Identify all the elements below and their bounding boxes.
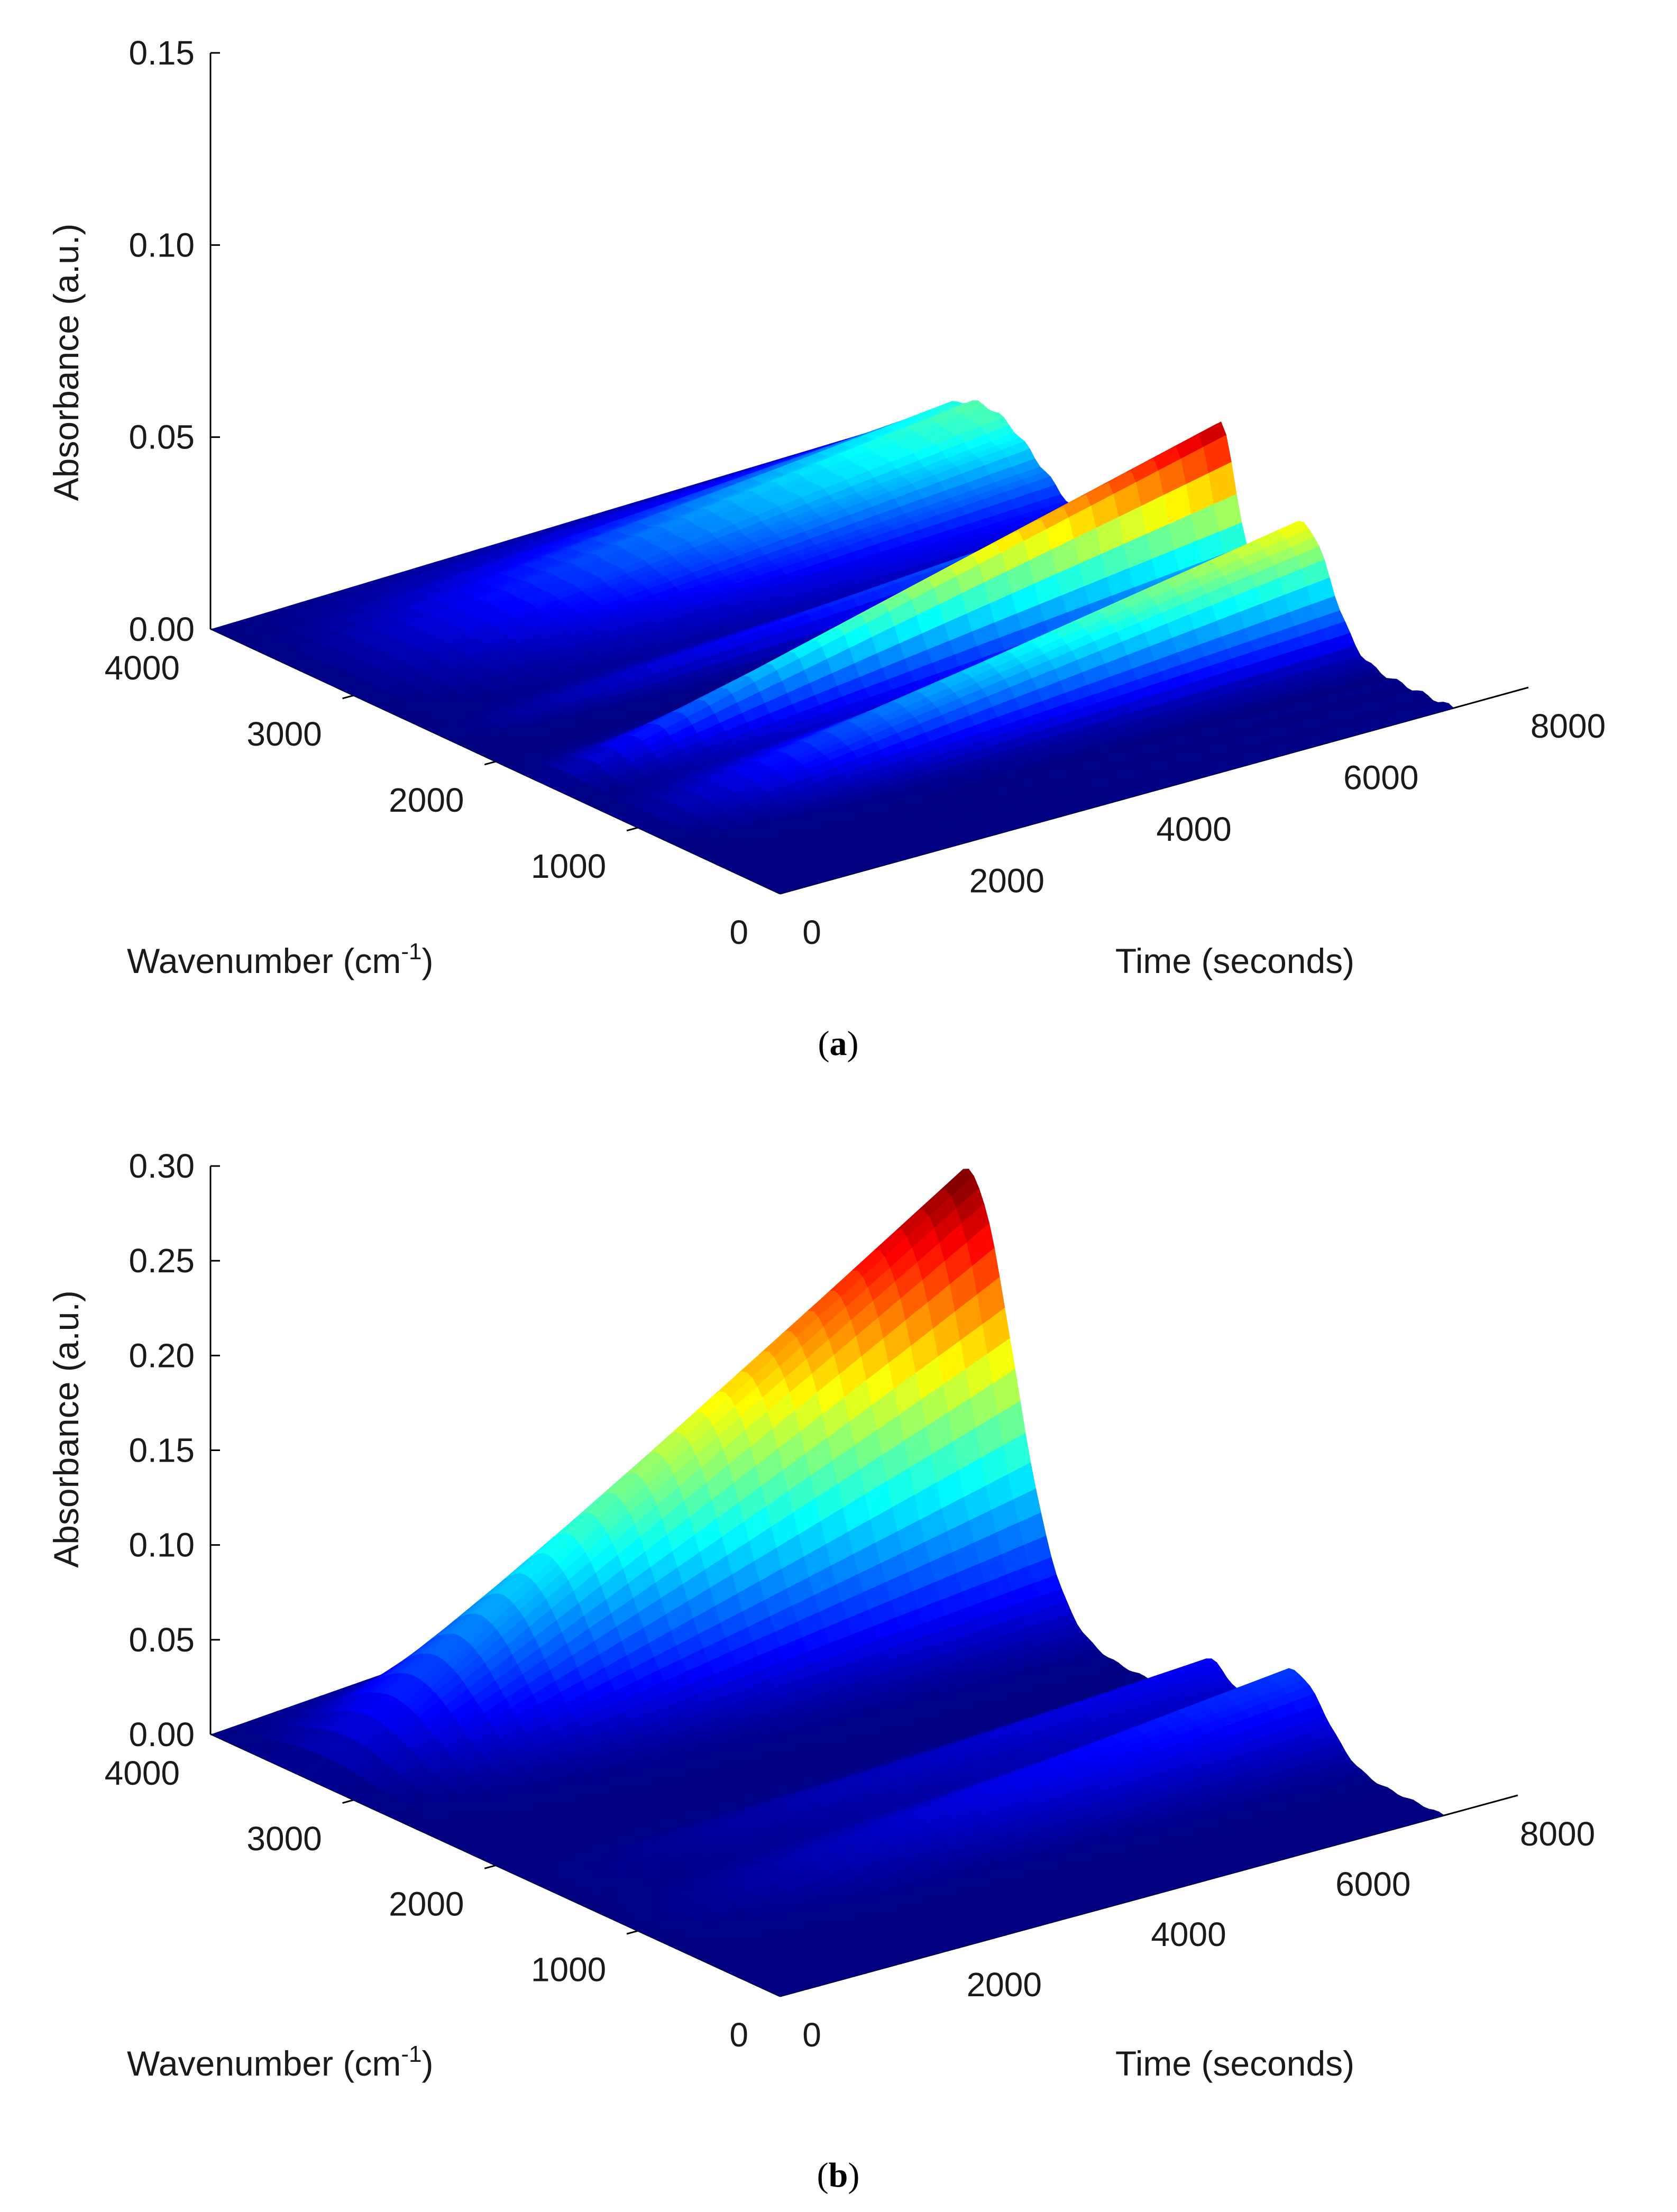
wavenumber-tick-label: 1000	[531, 847, 606, 885]
z-axis-label: Absorbance (a.u.)	[47, 1290, 86, 1568]
panel-caption-letter: b	[829, 2156, 848, 2195]
wavenumber-axis-label-sup: -1	[401, 2041, 421, 2067]
z-axis-label: Absorbance (a.u.)	[47, 224, 86, 501]
absorbance-surface	[210, 1168, 1445, 1997]
time-tick-label: 2000	[969, 862, 1044, 900]
time-tick-label: 0	[802, 913, 821, 951]
wavenumber-axis-label-main: Wavenumber (cm	[127, 2044, 401, 2083]
wavenumber-tick-label: 4000	[105, 1754, 180, 1792]
wavenumber-tick-mark	[342, 694, 354, 700]
wavenumber-tick-label: 1000	[531, 1950, 606, 1988]
time-tick-label: 8000	[1531, 707, 1606, 745]
time-axis-label: Time (seconds)	[1115, 2044, 1354, 2083]
z-tick-label: 0.25	[129, 1242, 195, 1280]
wavenumber-tick-label: 2000	[389, 1885, 464, 1923]
panel-caption: (b)	[817, 2156, 860, 2195]
z-tick-label: 0.10	[129, 226, 195, 264]
absorbance-surface	[210, 400, 1454, 894]
wavenumber-axis-label-tail: )	[421, 2044, 433, 2083]
time-tick-label: 8000	[1520, 1815, 1595, 1853]
wavenumber-tick-label: 4000	[105, 649, 180, 687]
z-tick-label: 0.15	[129, 34, 195, 72]
panel-a-chart: 0.00 0.05 0.10 0.15 0 1000 2000 3000 4000 0 2000 40…	[47, 34, 1606, 1063]
wavenumber-tick-label: 2000	[389, 781, 464, 819]
panel-caption: (a)	[818, 1024, 859, 1063]
z-tick-label: 0.15	[129, 1431, 195, 1470]
time-tick-label: 4000	[1156, 810, 1231, 848]
time-tick-label: 6000	[1335, 1865, 1410, 1903]
wavenumber-tick-label: 3000	[246, 1820, 322, 1858]
z-tick-label: 0.00	[129, 1715, 195, 1754]
time-axis-label: Time (seconds)	[1115, 941, 1354, 980]
wavenumber-tick-label: 0	[729, 913, 748, 951]
wavenumber-tick-mark	[626, 1930, 638, 1935]
wavenumber-tick-mark	[484, 760, 496, 766]
wavenumber-axis-label-sup: -1	[401, 939, 421, 965]
wavenumber-tick-label: 3000	[246, 715, 322, 753]
wavenumber-tick-mark	[342, 1799, 354, 1804]
wavenumber-tick-mark	[484, 1865, 496, 1869]
time-tick-label: 0	[802, 2016, 821, 2054]
wavenumber-axis-label-main: Wavenumber (cm	[127, 941, 401, 980]
time-tick-label: 2000	[967, 1966, 1042, 2004]
wavenumber-axis-label: Wavenumber (cm-1)	[127, 2041, 433, 2083]
wavenumber-axis-label: Wavenumber (cm-1)	[127, 939, 433, 980]
panel-b-chart: 0.00 0.05 0.10 0.15 0.20 0.25 0.30 0 1000 2000 300…	[47, 1147, 1595, 2195]
z-tick-label: 0.30	[129, 1147, 195, 1185]
wavenumber-tick-label: 0	[729, 2016, 748, 2054]
wavenumber-tick-mark	[626, 827, 638, 832]
time-tick-label: 4000	[1151, 1915, 1226, 1953]
time-tick-label: 6000	[1343, 759, 1418, 797]
wavenumber-axis-label-tail: )	[421, 941, 433, 980]
z-tick-label: 0.20	[129, 1336, 195, 1374]
z-tick-label: 0.10	[129, 1526, 195, 1564]
z-tick-label: 0.05	[129, 1621, 195, 1659]
z-tick-label: 0.05	[129, 418, 195, 456]
z-tick-label: 0.00	[129, 610, 195, 648]
panel-caption-letter: a	[830, 1024, 847, 1063]
